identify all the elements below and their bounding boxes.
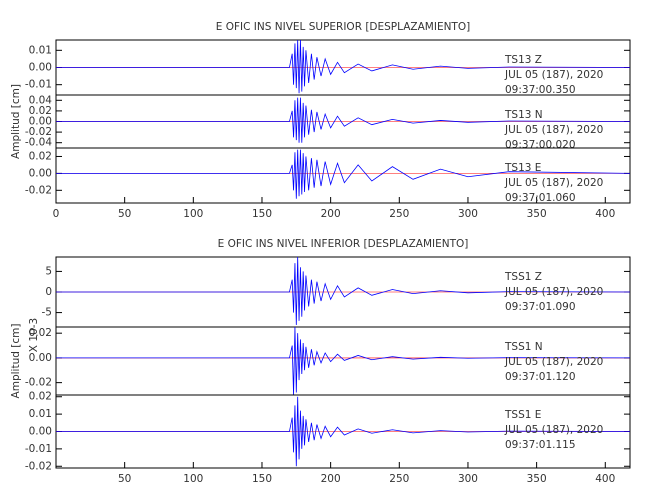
trace-annotation: JUL 05 (187), 2020 bbox=[504, 124, 603, 136]
y-tick-label: -0.02 bbox=[25, 184, 52, 196]
y-tick-label: 0 bbox=[45, 286, 52, 298]
x-tick-label: 150 bbox=[252, 208, 272, 220]
y-tick-label: 0.02 bbox=[29, 105, 52, 117]
x-tick-label: 300 bbox=[458, 208, 478, 220]
trace-annotation: JUL 05 (187), 2020 bbox=[504, 356, 603, 368]
y-tick-label: 5 bbox=[45, 265, 52, 277]
x-tick-label: 400 bbox=[595, 473, 615, 485]
trace-annotation: TSS1 Z bbox=[504, 271, 542, 283]
y-tick-label: 0.00 bbox=[29, 62, 52, 74]
x-tick-label: 200 bbox=[321, 208, 341, 220]
waveform bbox=[56, 97, 631, 143]
waveform bbox=[56, 396, 631, 467]
y-tick-label: -0.01 bbox=[25, 79, 52, 91]
trace-annotation: JUL 05 (187), 2020 bbox=[504, 286, 603, 298]
trace-annotation: 09:37:00.020 bbox=[505, 139, 576, 151]
trace-annotation: TS13 Z bbox=[504, 54, 542, 66]
y-tick-label: 0.02 bbox=[29, 327, 52, 339]
y-tick-label: 0.02 bbox=[29, 150, 52, 162]
y-tick-label: -5 bbox=[42, 307, 52, 319]
trace-annotation: 09:37:01.090 bbox=[505, 301, 576, 313]
y-tick-label: 0.02 bbox=[29, 391, 52, 403]
x-tick-label: 0 bbox=[53, 208, 60, 220]
chart-title: E OFIC INS NIVEL INFERIOR [DESPLAZAMIENT… bbox=[218, 238, 469, 250]
x-tick-label: 100 bbox=[183, 473, 203, 485]
x-tick-label: 350 bbox=[527, 208, 547, 220]
trace-annotation: TS13 N bbox=[504, 109, 543, 121]
trace-annotation: 09:37:00.350 bbox=[505, 84, 576, 96]
y-tick-label: 0.00 bbox=[29, 426, 52, 438]
trace-annotation: TSS1 N bbox=[504, 341, 543, 353]
y-tick-label: -0.02 bbox=[25, 377, 52, 389]
y-tick-label: 0.04 bbox=[29, 94, 53, 106]
x-tick-label: 150 bbox=[252, 473, 272, 485]
trace-annotation: 09:37:01.115 bbox=[505, 439, 576, 451]
waveform bbox=[56, 326, 631, 396]
x-tick-label: 400 bbox=[595, 208, 615, 220]
y-tick-label: -0.02 bbox=[25, 460, 52, 472]
x-tick-label: 350 bbox=[527, 473, 547, 485]
y-tick-label: 0.01 bbox=[29, 44, 52, 56]
x-tick-label: 50 bbox=[118, 473, 131, 485]
waveform bbox=[56, 149, 631, 199]
y-axis-label: Amplitud [cm] bbox=[10, 84, 22, 159]
x-tick-label: 50 bbox=[118, 208, 131, 220]
trace-annotation: 09:37:01.060 bbox=[505, 192, 576, 204]
y-tick-label: 0.00 bbox=[29, 352, 52, 364]
x-tick-label: 200 bbox=[321, 473, 341, 485]
y-tick-label: -0.02 bbox=[25, 126, 52, 138]
y-axis-label: Amplitud [cm] bbox=[10, 324, 22, 399]
trace-annotation: TS13 E bbox=[504, 162, 541, 174]
y-tick-label: 0.00 bbox=[29, 167, 52, 179]
scale-label: X 10-3 bbox=[28, 318, 40, 352]
trace-annotation: JUL 05 (187), 2020 bbox=[504, 424, 603, 436]
x-tick-label: 250 bbox=[389, 473, 409, 485]
x-tick-label: 100 bbox=[183, 208, 203, 220]
trace-annotation: JUL 05 (187), 2020 bbox=[504, 69, 603, 81]
x-tick-label: 300 bbox=[458, 473, 478, 485]
trace-annotation: TSS1 E bbox=[504, 409, 541, 421]
x-tick-label: 250 bbox=[389, 208, 409, 220]
y-tick-label: -0.01 bbox=[25, 443, 52, 455]
waveform bbox=[56, 39, 631, 94]
y-tick-label: 0.00 bbox=[29, 116, 52, 128]
chart-title: E OFIC INS NIVEL SUPERIOR [DESPLAZAMIENT… bbox=[216, 21, 470, 33]
waveform bbox=[56, 256, 631, 325]
trace-annotation: JUL 05 (187), 2020 bbox=[504, 177, 603, 189]
y-tick-label: -0.04 bbox=[25, 137, 52, 149]
trace-annotation: 09:37:01.120 bbox=[505, 371, 576, 383]
panel-frame bbox=[55, 147, 631, 204]
y-tick-label: 0.01 bbox=[29, 408, 52, 420]
